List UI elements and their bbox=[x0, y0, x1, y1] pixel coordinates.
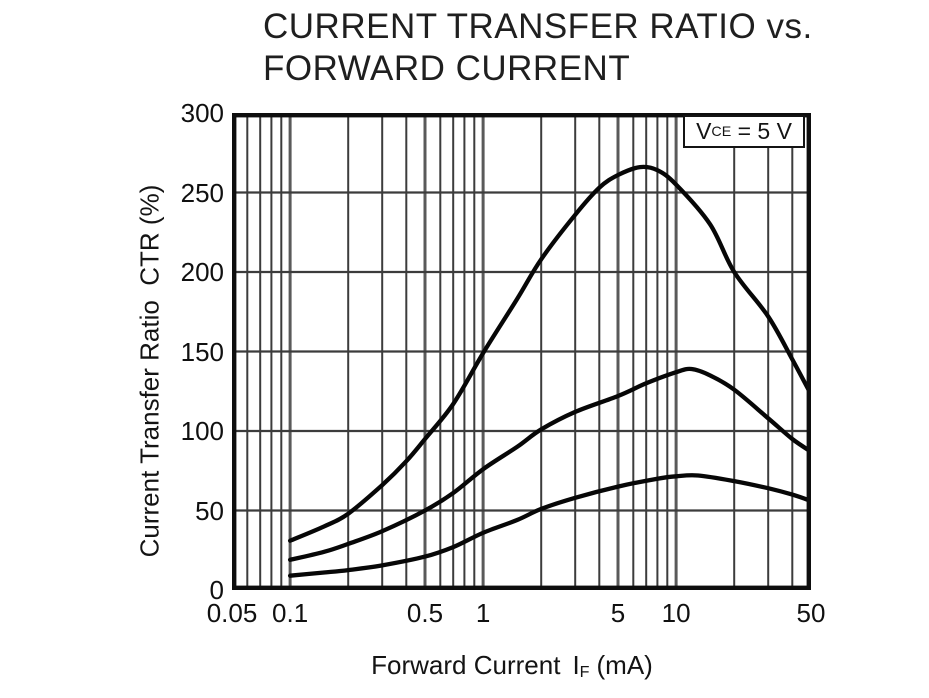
x-tick-label: 0.1 bbox=[272, 598, 309, 628]
y-tick-label: 50 bbox=[195, 495, 224, 526]
x-axis-title-text: Forward Current bbox=[371, 650, 561, 680]
chart-title-line-2: FORWARD CURRENT bbox=[263, 49, 631, 88]
vce-value: = 5 V bbox=[731, 118, 792, 144]
vce-symbol-subscript: CE bbox=[711, 123, 732, 140]
y-tick-label: 200 bbox=[180, 257, 224, 287]
x-tick-label: 1 bbox=[475, 598, 491, 628]
y-tick-label: 0 bbox=[209, 575, 224, 605]
vce-annotation-box: V CE = 5 V bbox=[683, 115, 805, 148]
x-tick-label: 10 bbox=[661, 598, 691, 628]
curve-1-high bbox=[287, 164, 811, 543]
chart-title-line-1: CURRENT TRANSFER RATIO vs. bbox=[263, 7, 813, 46]
y-tick-label: 150 bbox=[180, 336, 224, 367]
x-axis-symbol: I bbox=[572, 650, 580, 680]
y-tick-label: 100 bbox=[180, 416, 224, 446]
x-tick-label: 0.5 bbox=[406, 598, 444, 628]
x-tick-label: 50 bbox=[796, 598, 826, 628]
curve-2-middle bbox=[287, 366, 811, 562]
y-tick-label: 250 bbox=[180, 177, 224, 208]
vce-symbol: V bbox=[696, 118, 712, 144]
curve-3-low bbox=[287, 473, 811, 578]
plot-border bbox=[232, 113, 811, 590]
x-axis-symbol-subscript: F bbox=[579, 662, 590, 681]
x-axis-unit: (mA) bbox=[596, 650, 653, 680]
plot-area bbox=[232, 113, 811, 590]
x-tick-label: 0.05 bbox=[206, 598, 258, 628]
y-tick-label: 300 bbox=[180, 98, 224, 128]
x-axis-title: Forward Current IF (mA) bbox=[371, 650, 653, 682]
x-tick-label: 5 bbox=[610, 598, 626, 628]
chart-title: CURRENT TRANSFER RATIO vs. FORWARD CURRE… bbox=[263, 6, 813, 90]
